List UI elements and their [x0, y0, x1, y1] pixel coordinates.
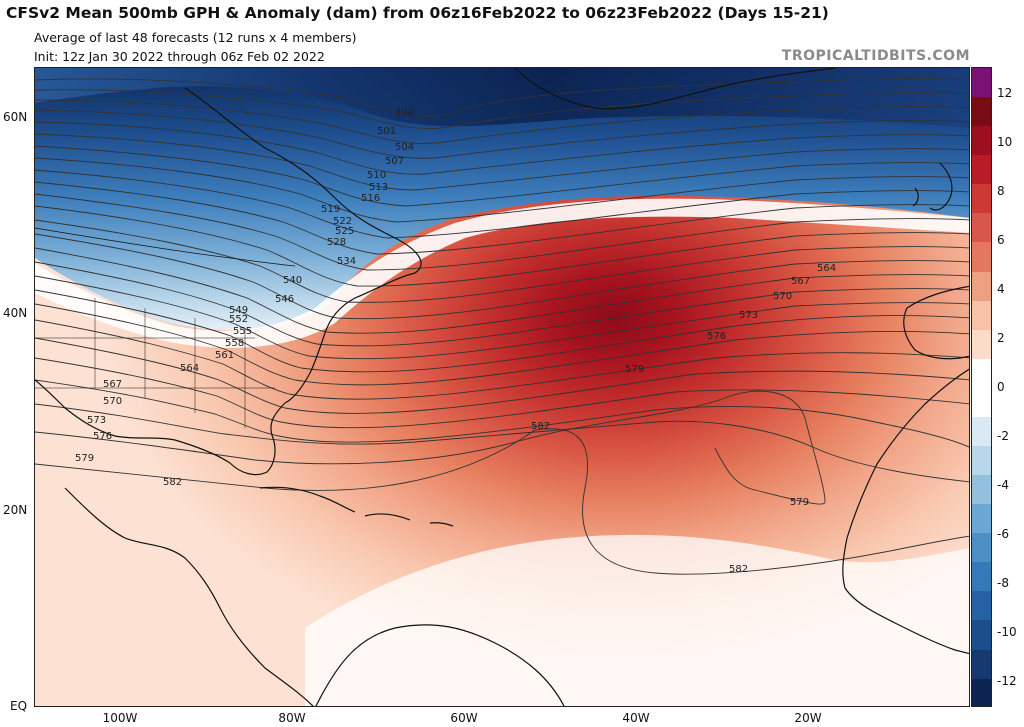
lat-label: 40N	[3, 306, 28, 320]
contour-label: 582	[163, 477, 182, 488]
colorbar-swatch	[972, 300, 991, 330]
colorbar-label: -12	[997, 674, 1017, 688]
contour-label: 540	[283, 275, 302, 286]
colorbar-label: 10	[997, 135, 1013, 149]
contour-label: 552	[229, 314, 248, 325]
contour-label: 528	[327, 237, 346, 248]
colorbar-swatch	[972, 475, 991, 505]
colorbar-swatch	[972, 242, 991, 272]
lat-label: 20N	[3, 503, 28, 517]
colorbar-swatch	[972, 184, 991, 214]
contour-label: 519	[321, 204, 340, 215]
colorbar-swatch	[972, 416, 991, 447]
colorbar-label: -2	[997, 429, 1009, 443]
chart-title: CFSv2 Mean 500mb GPH & Anomaly (dam) fro…	[6, 4, 829, 22]
contour-label: 573	[739, 310, 758, 321]
contour-label: 525	[335, 226, 354, 237]
colorbar-swatch	[972, 562, 991, 592]
lon-label: 100W	[102, 711, 138, 725]
chart-subtitle-init: Init: 12z Jan 30 2022 through 06z Feb 02…	[34, 49, 325, 64]
lon-label: 40W	[622, 711, 650, 725]
contour-label: 498	[395, 108, 414, 119]
lat-label: 60N	[3, 110, 28, 124]
colorbar-swatch	[972, 329, 991, 359]
contour-label: 576	[93, 431, 112, 442]
coastlines	[35, 68, 969, 706]
lon-label: 20W	[794, 711, 822, 725]
chart-subtitle-forecasts: Average of last 48 forecasts (12 runs x …	[34, 30, 357, 45]
lat-label: EQ	[10, 699, 28, 713]
colorbar-label: -6	[997, 527, 1009, 541]
colorbar-swatch	[972, 446, 991, 476]
colorbar-label: 0	[997, 380, 1005, 394]
colorbar-swatch	[972, 504, 991, 534]
contour-label: 579	[625, 364, 644, 375]
contour-label: 561	[215, 350, 234, 361]
contour-label: 501	[377, 126, 396, 137]
colorbar-swatch	[972, 126, 991, 156]
contour-label: 513	[369, 182, 388, 193]
colorbar-swatch	[972, 591, 991, 621]
colorbar-swatch	[972, 213, 991, 243]
contour-label: 582	[531, 421, 550, 432]
colorbar-swatch	[972, 271, 991, 301]
contour-label: 534	[337, 256, 356, 267]
contour-label: 522	[333, 216, 352, 227]
contour-label: 570	[103, 396, 122, 407]
colorbar-swatch	[972, 358, 991, 388]
contour-label: 564	[180, 363, 199, 374]
colorbar-swatch	[972, 620, 991, 650]
height-contours	[35, 78, 969, 575]
colorbar-label: -4	[997, 478, 1009, 492]
colorbar-swatch	[972, 649, 991, 679]
cold-anomaly-field	[35, 68, 969, 330]
colorbar-swatch	[972, 97, 991, 127]
colorbar-swatch	[972, 533, 991, 563]
colorbar	[971, 67, 992, 707]
lon-label: 80W	[278, 711, 306, 725]
contour-label: 582	[729, 564, 748, 575]
contour-label: 576	[707, 331, 726, 342]
lon-label: 60W	[450, 711, 478, 725]
contour-label: 510	[367, 170, 386, 181]
brand-watermark: TROPICALTIDBITS.COM	[781, 48, 970, 64]
colorbar-label: 8	[997, 184, 1005, 198]
map-canvas: 498 501 504 507 510 513 516 519 522 525 …	[35, 68, 969, 706]
colorbar-label: 4	[997, 282, 1005, 296]
colorbar-label: -8	[997, 576, 1009, 590]
contour-label: 555	[233, 326, 252, 337]
colorbar-swatch	[972, 387, 991, 417]
colorbar-label: 6	[997, 233, 1005, 247]
contour-label: 546	[275, 294, 294, 305]
colorbar-swatch	[972, 68, 991, 98]
contour-label: 549	[229, 305, 248, 316]
colorbar-label: 12	[997, 86, 1013, 100]
colorbar-swatch	[972, 678, 991, 706]
colorbar-label: 2	[997, 331, 1005, 345]
contour-labels: 498 501 504 507 510 513 516 519 522 525 …	[75, 108, 836, 575]
colorbar-label: -10	[997, 625, 1017, 639]
contour-label: 573	[87, 415, 106, 426]
anomaly-map: 498 501 504 507 510 513 516 519 522 525 …	[34, 67, 970, 707]
contour-label: 579	[75, 453, 94, 464]
contour-label: 567	[103, 379, 122, 390]
contour-label: 516	[361, 193, 380, 204]
contour-label: 558	[225, 338, 244, 349]
contour-label: 504	[395, 142, 414, 153]
contour-label: 579	[790, 497, 809, 508]
contour-label: 570	[773, 291, 792, 302]
contour-label: 564	[817, 263, 836, 274]
contour-label: 567	[791, 276, 810, 287]
tropical-neutral-area	[305, 534, 969, 706]
contour-label: 507	[385, 156, 404, 167]
colorbar-swatch	[972, 155, 991, 185]
